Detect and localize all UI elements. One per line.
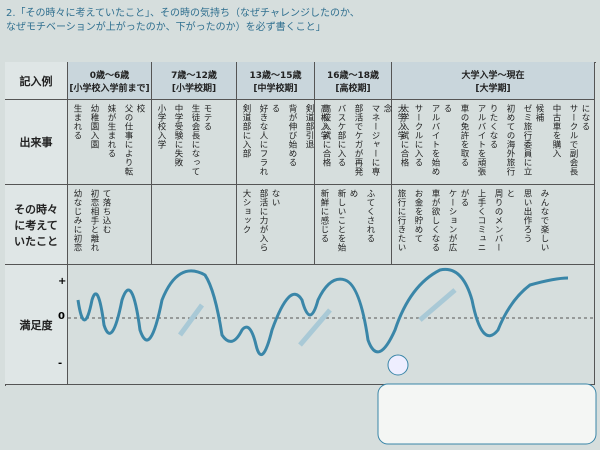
row-label: 出来事 — [5, 100, 68, 185]
event: 生徒会長になってモテる — [190, 104, 212, 176]
thoughts-cell: 旅行に行きたい お金を貯めて 車が欲しくなる ケーションが広がる 上手くコミュニ 周りのメ… — [392, 185, 595, 265]
thought: 車が欲しくなる — [430, 189, 440, 252]
event: 幼稚園入園 — [89, 104, 99, 149]
event: 大学入学 — [396, 104, 406, 140]
axis-label: + — [58, 276, 67, 287]
events-cell: 剣道部に入部 好きな人にフラれる 背が伸び始める 剣道部引退 高校入試に合格 — [237, 100, 331, 185]
axis-label: - — [58, 358, 63, 369]
period-age: 7歳～12歳 — [171, 71, 217, 81]
thought: みんなで楽しい — [539, 189, 549, 252]
event: アルバイトを始める — [430, 104, 452, 176]
event: バスケ部に入る — [336, 104, 346, 167]
event: サークルで副会長になる — [568, 104, 590, 176]
period-stage: [小学校入学前まで] — [69, 84, 150, 94]
thought: 思い出作ろう — [522, 189, 532, 243]
thought: 旅行に行きたい — [396, 189, 406, 252]
event: 高校入試に合格 — [321, 104, 331, 167]
thought: 新しいことを始め — [336, 189, 358, 252]
thought: 周りのメンバーと — [493, 189, 515, 252]
events-cell: 小学校入学 中学受験に失敗 生徒会長になってモテる — [152, 100, 237, 185]
period-age: 大学入学～現在 — [461, 71, 525, 81]
event: 背が伸び始める — [287, 104, 297, 167]
events-cell: 生まれる 幼稚園入園 妹が生まれる 父の仕事により転校 — [68, 100, 152, 185]
row-label: 満足度 — [5, 265, 68, 385]
events-cell: 高校入学 バスケ部に入る 部活でケガが再発 マネージャーに専念 大学入試に合格 — [315, 100, 409, 185]
period-stage: [高校期] — [335, 84, 371, 94]
thought: 幼なじみに初恋 — [72, 189, 82, 252]
thoughts-cell — [152, 185, 237, 265]
period-header: 13歳～15歳 [中学校期] — [237, 62, 315, 100]
row-label: その時々に考えていたこと — [5, 185, 68, 265]
event: 中学受験に失敗 — [173, 104, 183, 167]
period-header: 0歳～6歳 [小学校入学前まで] — [68, 62, 152, 100]
thought: 大ショック — [241, 189, 251, 234]
thoughts-cell: 大ショック 部活に力が入らない — [237, 185, 315, 265]
event: 好きな人にフラれる — [258, 104, 280, 176]
period-header: 大学入学～現在 [大学期] — [392, 62, 595, 100]
event: 父の仕事により転校 — [123, 104, 145, 176]
thoughts-cell: 新鮮に感じる 新しいことを始め ふてくされる — [315, 185, 392, 265]
callout-box — [377, 383, 597, 445]
event: ゼミ旅行委員に立候補 — [522, 104, 544, 176]
period-stage: [大学期] — [475, 84, 511, 94]
arrow — [177, 288, 457, 347]
period-stage: [小学校期] — [171, 84, 217, 94]
event: マネージャーに専念 — [370, 104, 392, 176]
thought: 初恋相手と離れて落ち込む — [89, 189, 111, 252]
period-age: 16歳～18歳 — [326, 71, 380, 81]
thought: 新鮮に感じる — [319, 189, 329, 243]
period-age: 0歳～6歳 — [89, 71, 130, 81]
character-icon — [387, 354, 409, 376]
event: 生まれる — [72, 104, 82, 140]
axis-label: 0 — [58, 311, 65, 322]
event: 高校入学 — [319, 104, 329, 140]
event: 妹が生まれる — [106, 104, 116, 158]
heading-line: なぜモチベーションが上がったのか、下がったのか）を必ず書くこと」 — [6, 22, 326, 33]
event: 剣道部引退 — [304, 104, 314, 149]
heading-line: 2.「その時々に考えていたこと」、その時の気持ち（なぜチャレンジしたのか、 — [6, 8, 360, 19]
corner-cell: 記入例 — [5, 62, 68, 100]
event: 剣道部に入部 — [241, 104, 251, 158]
satisfaction-curve — [76, 267, 569, 357]
period-age: 13歳～15歳 — [249, 71, 302, 81]
thought: 上手くコミュニ — [476, 189, 486, 252]
event: 小学校入学 — [156, 104, 166, 149]
event: 大学入試に合格 — [399, 104, 409, 167]
event: 車の免許を取る — [459, 104, 469, 167]
thought: ケーションが広がる — [447, 189, 469, 252]
period-header: 7歳～12歳 [小学校期] — [152, 62, 237, 100]
satisfaction-cell — [68, 265, 595, 385]
period-stage: [中学校期] — [253, 84, 298, 94]
events-cell: 大学入学 サークルに入る アルバイトを始める 車の免許を取る アルバイトを頑張りたくなる… — [392, 100, 595, 185]
period-header: 16歳～18歳 [高校期] — [315, 62, 392, 100]
event: 部活でケガが再発 — [353, 104, 363, 176]
event: 初めての海外旅行 — [505, 104, 515, 176]
thought: お金を貯めて — [413, 189, 423, 243]
thoughts-cell: 幼なじみに初恋 初恋相手と離れて落ち込む — [68, 185, 152, 265]
event: サークルに入る — [413, 104, 423, 167]
event: アルバイトを頑張りたくなる — [476, 104, 498, 176]
thought: ふてくされる — [365, 189, 375, 243]
event: 中古車を購入 — [551, 104, 561, 158]
thought: 部活に力が入らない — [258, 189, 280, 252]
